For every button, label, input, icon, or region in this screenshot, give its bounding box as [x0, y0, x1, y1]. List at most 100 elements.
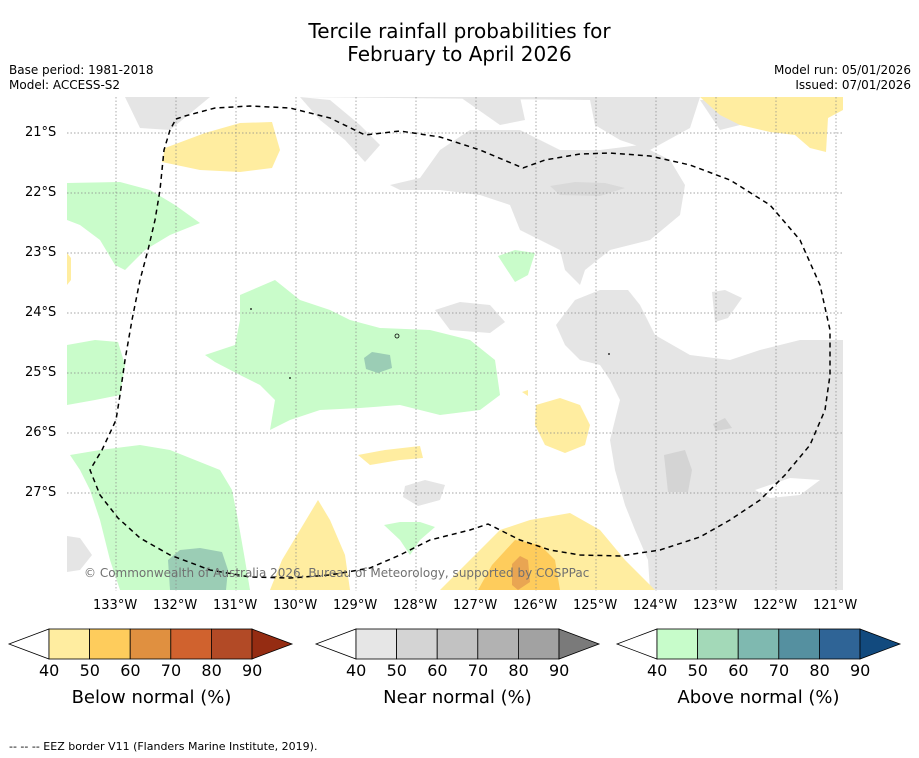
lat-label: 24°S — [25, 305, 57, 320]
colorbar-tick-label: 70 — [160, 661, 182, 680]
colorbar-segment — [518, 628, 560, 660]
colorbar-tick-label: 80 — [201, 661, 222, 680]
colorbar-tick-label: 60 — [427, 661, 448, 680]
island-marker — [394, 333, 400, 339]
colorbar-segment — [355, 628, 397, 660]
lon-label: 124°W — [633, 598, 678, 613]
lat-label: 22°S — [25, 185, 57, 200]
colorbar-segment — [656, 628, 698, 660]
colorbar-label-above: Above normal (%) — [677, 687, 840, 708]
model-name: Model: ACCESS-S2 — [9, 78, 121, 92]
issued-date: Issued: 07/01/2026 — [795, 78, 911, 92]
colorbar-tick-label: 80 — [809, 661, 830, 680]
lon-label: 132°W — [153, 598, 198, 613]
colorbar-segment — [477, 628, 519, 660]
colorbar-segment — [210, 628, 253, 660]
below-normal-region — [358, 446, 423, 465]
colorbar-label-near: Near normal (%) — [383, 687, 532, 708]
lon-label: 123°W — [693, 598, 738, 613]
above-normal-region — [384, 522, 435, 555]
map-title-line2: February to April 2026 — [347, 42, 572, 66]
colorbar-segment — [89, 628, 131, 660]
lat-label: 27°S — [25, 485, 57, 500]
colorbar-tick-label: 40 — [39, 661, 60, 680]
colorbar-near-normal — [314, 628, 601, 660]
colorbar-extend-low — [314, 628, 357, 660]
colorbar-tick-label: 50 — [687, 661, 708, 680]
above-normal-region — [498, 250, 535, 282]
lon-label: 129°W — [333, 598, 378, 613]
colorbar-tick-label: 40 — [346, 661, 367, 680]
colorbar-above-normal — [615, 628, 902, 660]
colorbar-extend-low — [615, 628, 658, 660]
lon-label: 133°W — [93, 598, 138, 613]
lon-label: 122°W — [753, 598, 798, 613]
colorbar-tick-label: 50 — [386, 661, 407, 680]
near-normal-region — [300, 97, 700, 150]
eez-border — [89, 105, 831, 579]
island-marker — [250, 308, 252, 310]
colorbar-segment — [697, 628, 739, 660]
near-normal-region — [556, 290, 843, 590]
below-normal-region — [162, 122, 280, 172]
lat-label: 21°S — [25, 125, 57, 140]
colorbar-segment — [170, 628, 212, 660]
colorbar-extend-high — [251, 628, 294, 660]
colorbar-tick-label: 70 — [768, 661, 790, 680]
colorbar-segment — [436, 628, 479, 660]
colorbar-segment — [778, 628, 820, 660]
colorbar-tick-label: 40 — [647, 661, 668, 680]
above-normal-region — [67, 182, 200, 270]
above-normal-region — [168, 548, 228, 590]
colorbar-segment — [129, 628, 172, 660]
above-normal-region — [67, 340, 125, 405]
lon-label: 126°W — [513, 598, 558, 613]
below-normal-region — [522, 390, 528, 396]
lon-label: 121°W — [813, 598, 858, 613]
island-marker — [289, 377, 291, 379]
eez-footnote: -- -- -- EEZ border V11 (Flanders Marine… — [9, 740, 318, 753]
colorbar-tick-label: 70 — [467, 661, 489, 680]
colorbar-segment — [737, 628, 780, 660]
map-title-line1: Tercile rainfall probabilities for — [308, 19, 611, 43]
below-normal-region — [700, 97, 843, 152]
colorbar-extend-high — [558, 628, 601, 660]
island-marker — [608, 353, 610, 355]
lon-label: 131°W — [213, 598, 258, 613]
colorbar-segment — [48, 628, 90, 660]
below-normal-region — [270, 500, 350, 590]
colorbar-tick-label: 90 — [850, 661, 871, 680]
colorbar-tick-label: 50 — [79, 661, 100, 680]
lon-label: 125°W — [573, 598, 618, 613]
below-normal-region — [512, 556, 530, 590]
colorbar-label-below: Below normal (%) — [71, 687, 232, 708]
above-normal-region — [364, 352, 392, 373]
below-normal-region — [535, 398, 590, 453]
near-normal-region — [67, 536, 92, 572]
lat-label: 26°S — [25, 425, 57, 440]
colorbar-below-normal — [7, 628, 294, 660]
colorbar-tick-label: 60 — [120, 661, 141, 680]
lon-label: 128°W — [393, 598, 438, 613]
below-normal-region — [67, 253, 71, 285]
colorbar-tick-label: 90 — [242, 661, 263, 680]
lat-label: 25°S — [25, 365, 57, 380]
near-normal-region — [664, 450, 692, 492]
lat-label: 23°S — [25, 245, 57, 260]
near-normal-region — [390, 130, 685, 285]
colorbar-segment — [819, 628, 861, 660]
near-normal-region — [125, 97, 210, 130]
near-normal-region — [435, 302, 505, 333]
copyright-text: © Commonwealth of Australia 2026, Bureau… — [84, 566, 589, 580]
model-run: Model run: 05/01/2026 — [773, 63, 911, 77]
colorbar-tick-label: 60 — [728, 661, 749, 680]
near-normal-region — [713, 418, 732, 431]
lon-label: 130°W — [273, 598, 318, 613]
colorbar-segment — [396, 628, 438, 660]
lon-label: 127°W — [453, 598, 498, 613]
base-period: Base period: 1981-2018 — [9, 63, 154, 77]
colorbars — [7, 628, 902, 660]
near-normal-region — [550, 182, 625, 196]
colorbar-tick-label: 90 — [549, 661, 570, 680]
